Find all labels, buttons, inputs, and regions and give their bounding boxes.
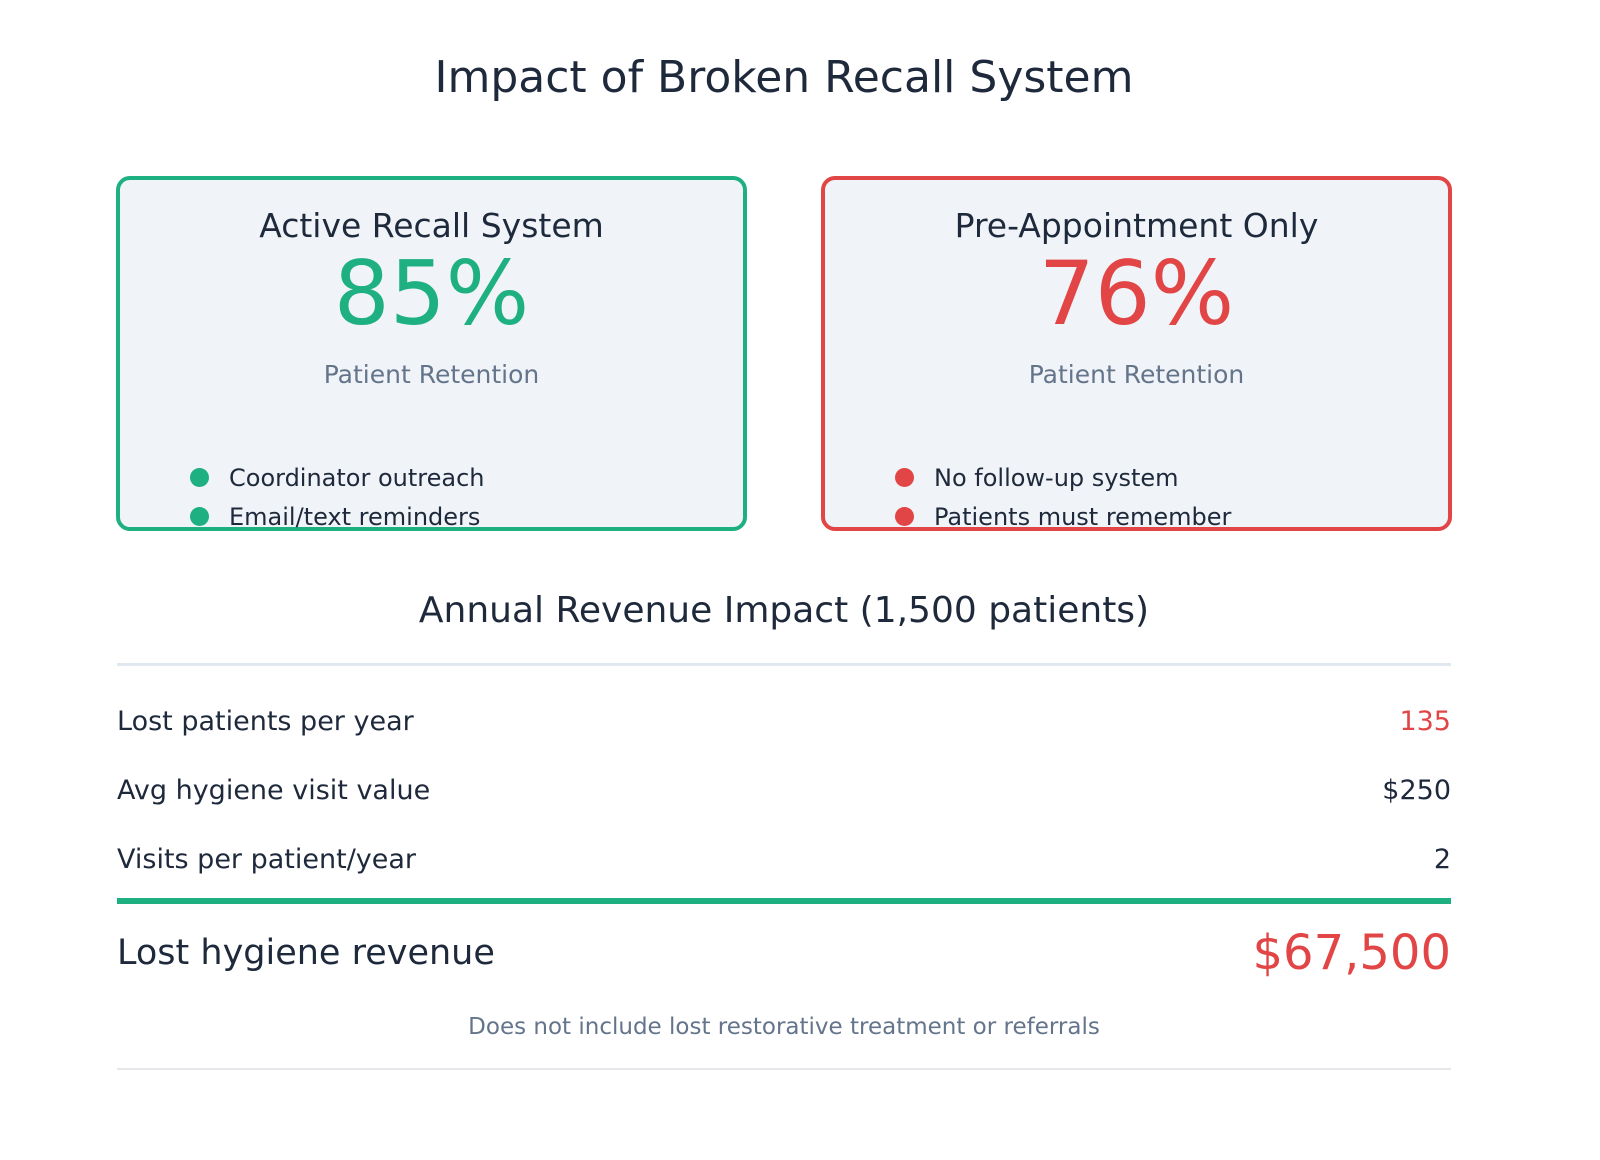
row-value: $250 [1382,775,1451,806]
total-value: $67,500 [1252,925,1452,981]
page-title: Impact of Broken Recall System [434,52,1134,103]
pre-appointment-card: Pre-Appointment Only 76% Patient Retenti… [821,176,1452,531]
table-row: Lost patients per year 135 [117,706,1451,737]
retention-label: Patient Retention [323,360,540,389]
total-label: Lost hygiene revenue [117,933,495,973]
card-title: Pre-Appointment Only [954,206,1319,245]
bullet-item: Patients must remember [895,497,1231,536]
table-row: Visits per patient/year 2 [117,844,1451,875]
table-row: Avg hygiene visit value $250 [117,775,1451,806]
row-label: Lost patients per year [117,706,414,737]
retention-value: 85% [333,242,530,345]
row-value: 135 [1399,706,1451,737]
bullet-text: Email/text reminders [229,502,481,531]
row-label: Visits per patient/year [117,844,417,875]
bullet-item: No follow-up system [895,458,1231,497]
bullet-dot-icon [190,468,209,487]
bullet-text: Coordinator outreach [229,463,485,492]
retention-label: Patient Retention [1028,360,1245,389]
total-divider [117,898,1451,904]
row-value: 2 [1433,844,1451,875]
bullet-item: Coordinator outreach [190,458,485,497]
divider [117,663,1451,666]
bullet-item: Email/text reminders [190,497,485,536]
card-title: Active Recall System [259,206,604,245]
retention-value: 76% [1038,242,1235,345]
bottom-divider [117,1068,1451,1070]
revenue-section-title: Annual Revenue Impact (1,500 patients) [418,590,1150,631]
bullet-text: Patients must remember [934,502,1232,531]
total-row: Lost hygiene revenue $67,500 [117,925,1451,981]
bullet-dot-icon [190,507,209,526]
active-recall-card: Active Recall System 85% Patient Retenti… [116,176,747,531]
bullet-dot-icon [895,507,914,526]
footnote: Does not include lost restorative treatm… [468,1014,1100,1040]
bullet-dot-icon [895,468,914,487]
bullet-text: No follow-up system [934,463,1179,492]
row-label: Avg hygiene visit value [117,775,431,806]
